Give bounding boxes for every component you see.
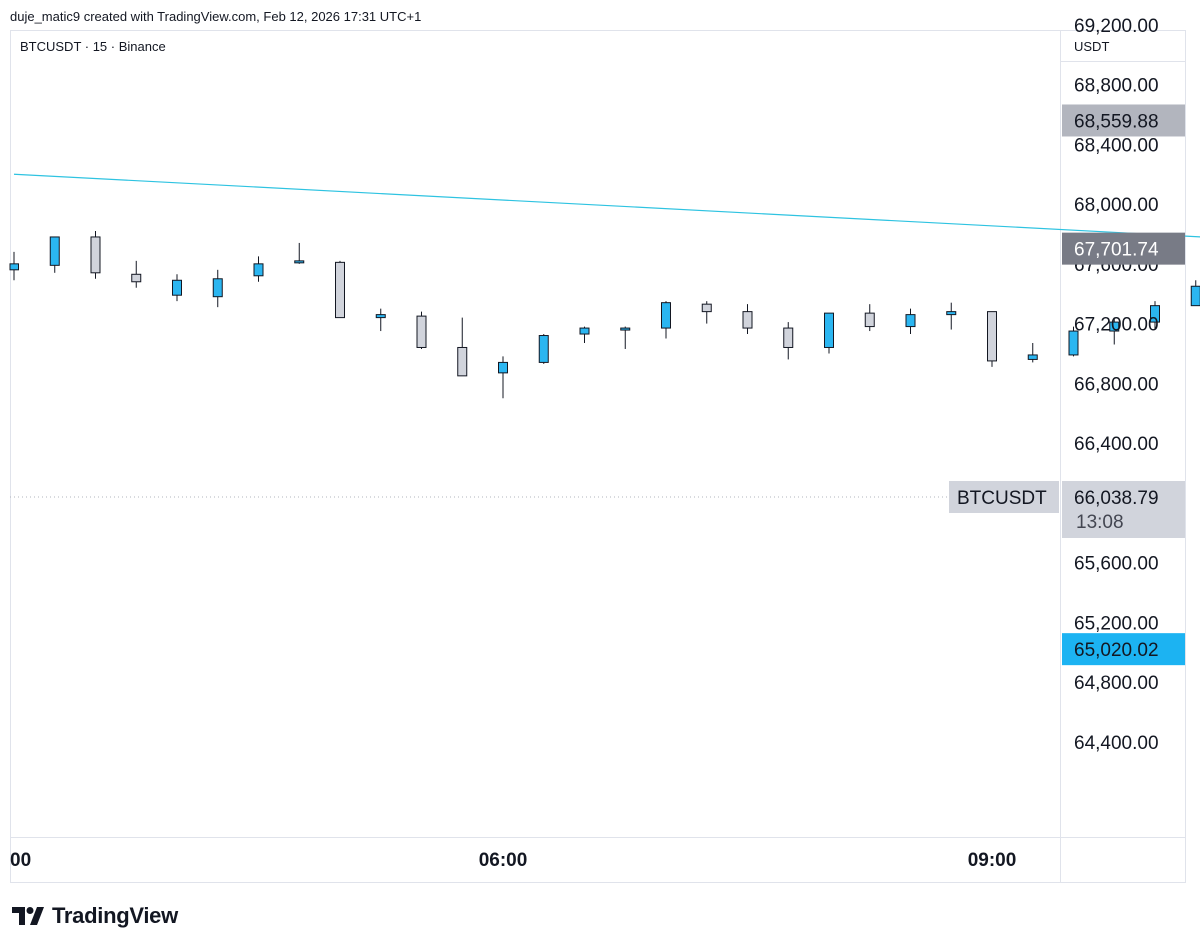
candle[interactable] xyxy=(1027,342,1038,363)
candle-body xyxy=(783,327,794,348)
tradingview-logo-icon xyxy=(12,907,44,925)
candle[interactable] xyxy=(661,301,671,339)
candle-body xyxy=(946,311,957,316)
candle-body xyxy=(335,261,345,319)
candle-body xyxy=(131,273,142,283)
candle-body xyxy=(701,303,712,313)
candle[interactable] xyxy=(416,311,427,349)
candle[interactable] xyxy=(987,311,997,367)
candle-body xyxy=(90,236,101,274)
candle[interactable] xyxy=(579,326,590,343)
candle[interactable] xyxy=(864,304,875,332)
candle[interactable] xyxy=(824,312,834,354)
stop-price-label-bg xyxy=(1062,633,1185,666)
candle-body xyxy=(172,279,182,296)
target-price-label-bg xyxy=(1062,104,1185,137)
trendline[interactable] xyxy=(13,173,1200,247)
stop-price-label-text: 65,020.02 xyxy=(1074,640,1159,661)
candle-body xyxy=(661,302,671,329)
candle[interactable] xyxy=(946,302,957,330)
candle-body xyxy=(1109,321,1120,332)
candle-body xyxy=(620,327,631,331)
target-price-label[interactable]: 68,559.88 xyxy=(1062,104,1185,137)
price-tick-label: 64,400.00 xyxy=(1074,733,1159,754)
candle[interactable] xyxy=(90,230,101,279)
candle[interactable] xyxy=(1068,326,1079,357)
candle[interactable] xyxy=(905,308,916,335)
time-tick-label: 09:00 xyxy=(968,850,1017,871)
candle[interactable] xyxy=(1109,317,1120,345)
price-tick-label: 67,200.00 xyxy=(1074,315,1159,336)
price-tick-label: 66,800.00 xyxy=(1074,374,1159,395)
candle-body xyxy=(1027,354,1038,360)
price-tick-label: 65,200.00 xyxy=(1074,613,1159,634)
candle-body xyxy=(1068,330,1079,356)
candle-body xyxy=(538,335,549,363)
candle[interactable] xyxy=(742,304,753,335)
candle[interactable] xyxy=(620,326,631,349)
current-price-bg xyxy=(1062,481,1185,539)
candle-body xyxy=(1190,285,1200,307)
symbol-tag[interactable]: BTCUSDT xyxy=(949,481,1059,514)
candle-body xyxy=(1150,305,1160,323)
price-tick-label: 68,800.00 xyxy=(1074,76,1159,97)
entry-price-label-bg xyxy=(1062,232,1185,265)
candle-body xyxy=(498,361,508,374)
symbol-label[interactable]: BTCUSDT · 15 · Binance xyxy=(20,39,166,54)
price-tick-label: 69,200.00 xyxy=(1074,16,1159,37)
candle-body xyxy=(579,327,590,335)
candle-body xyxy=(416,315,427,348)
candle[interactable] xyxy=(457,317,468,377)
candle-body xyxy=(212,278,223,298)
symbol-tag-bg xyxy=(949,481,1059,514)
time-tick-label: 06:00 xyxy=(479,850,528,871)
candle-body xyxy=(824,312,834,348)
price-tick-label: 68,000.00 xyxy=(1074,195,1159,216)
candle[interactable] xyxy=(253,256,264,282)
candle[interactable] xyxy=(212,269,223,308)
price-tick-label: 66,400.00 xyxy=(1074,434,1159,455)
candle[interactable] xyxy=(701,301,712,324)
candle[interactable] xyxy=(1150,301,1160,330)
candle-body xyxy=(253,263,264,277)
current-price-text: 66,038.79 xyxy=(1074,488,1159,509)
candle-body xyxy=(987,311,997,362)
time-tick-label: 00 xyxy=(10,850,31,871)
currency-label[interactable]: USDT xyxy=(1074,39,1110,54)
candle-body xyxy=(742,311,753,329)
symbol-tag-text: BTCUSDT xyxy=(957,488,1047,509)
entry-price-label-text: 67,701.74 xyxy=(1074,240,1159,261)
candle[interactable] xyxy=(172,274,182,302)
price-tick-label: 65,600.00 xyxy=(1074,554,1159,575)
candle-body xyxy=(375,314,386,319)
tradingview-wordmark: TradingView xyxy=(52,903,178,928)
candle[interactable] xyxy=(335,260,345,319)
candle[interactable] xyxy=(9,251,19,281)
stop-price-label[interactable]: 65,020.02 xyxy=(1062,633,1185,666)
candle-body xyxy=(457,346,468,377)
candle[interactable] xyxy=(49,236,60,273)
candle-body xyxy=(864,312,875,328)
countdown-text: 13:08 xyxy=(1076,512,1124,533)
candle[interactable] xyxy=(294,242,305,264)
current-price-label[interactable]: 66,038.79 13:08 xyxy=(1062,481,1185,539)
chart-caption: duje_matic9 created with TradingView.com… xyxy=(10,9,422,24)
candle[interactable] xyxy=(375,308,386,332)
price-tick-label: 64,800.00 xyxy=(1074,673,1159,694)
candle[interactable] xyxy=(498,356,508,399)
candle[interactable] xyxy=(1190,280,1200,307)
target-price-label-text: 68,559.88 xyxy=(1074,111,1159,132)
candle-body xyxy=(9,263,19,271)
candle-body xyxy=(294,260,305,264)
candle-body xyxy=(905,314,916,328)
candle[interactable] xyxy=(131,260,142,288)
price-tick-label: 68,400.00 xyxy=(1074,135,1159,156)
candle[interactable] xyxy=(783,322,794,360)
candle[interactable] xyxy=(538,334,549,364)
tradingview-logo[interactable]: TradingView xyxy=(12,902,178,930)
entry-price-label[interactable]: 67,701.74 xyxy=(1062,232,1185,265)
chart-frame xyxy=(10,30,1186,883)
candle-body xyxy=(49,236,60,266)
